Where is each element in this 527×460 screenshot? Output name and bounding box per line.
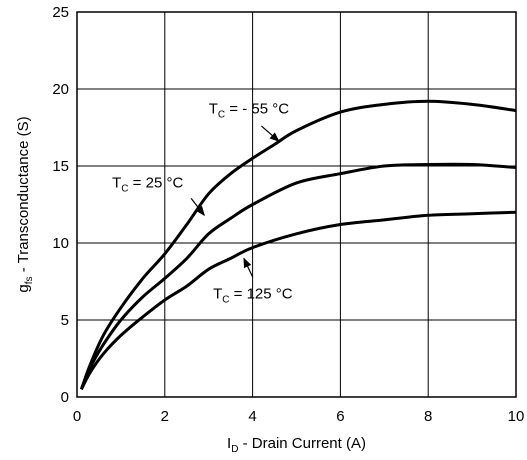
grid bbox=[77, 12, 516, 397]
annotation-text: = 25 °C bbox=[129, 175, 184, 192]
annotations: TC = - 55 °CTC = 25 °CTC = 125 °C bbox=[112, 101, 293, 306]
series-line-1 bbox=[80, 162, 517, 390]
annotation-prefix: T bbox=[112, 175, 121, 192]
x-tick-label: 10 bbox=[508, 408, 525, 425]
annotation-sub: C bbox=[218, 110, 225, 121]
x-tick-label: 8 bbox=[424, 408, 432, 425]
y-tick-label: 10 bbox=[52, 235, 69, 252]
annotation-arrow bbox=[243, 257, 254, 278]
y-tick-label: 20 bbox=[52, 81, 69, 98]
annotation-prefix: T bbox=[213, 285, 222, 302]
y-axis-label: gfs - Transconductance (S) bbox=[15, 116, 35, 292]
plot-frame bbox=[76, 11, 517, 398]
y-tick-label: 5 bbox=[61, 312, 69, 329]
annotation-prefix: T bbox=[209, 101, 218, 118]
x-axis-label-main: I bbox=[227, 435, 231, 452]
series-line-2 bbox=[80, 210, 517, 391]
annotation-arrow bbox=[260, 125, 280, 143]
annotation-label: TC = 25 °C bbox=[112, 175, 183, 195]
annotation-text: = 125 °C bbox=[229, 285, 292, 302]
series-line-0 bbox=[79, 99, 517, 390]
annotation-label: TC = - 55 °C bbox=[209, 101, 290, 121]
y-axis-label-main: g bbox=[15, 284, 32, 292]
x-tick-label: 0 bbox=[73, 408, 81, 425]
x-tick-label: 2 bbox=[161, 408, 169, 425]
curves bbox=[79, 99, 517, 391]
tick-labels: 0 2 4 6 8 10 0 5 10 15 20 25 bbox=[52, 4, 524, 425]
x-tick-label: 4 bbox=[248, 408, 256, 425]
x-tick-label: 6 bbox=[336, 408, 344, 425]
annotation-arrow bbox=[190, 197, 205, 217]
y-axis-label-sub: fs bbox=[24, 276, 35, 284]
annotation-label: TC = 125 °C bbox=[213, 285, 293, 305]
annotation-text: = - 55 °C bbox=[225, 101, 289, 118]
annotation-sub: C bbox=[121, 184, 128, 195]
y-tick-label: 0 bbox=[61, 389, 69, 406]
x-axis-label-rest: - Drain Current (A) bbox=[238, 435, 366, 452]
x-axis-label: ID - Drain Current (A) bbox=[227, 435, 366, 455]
x-axis-label-sub: D bbox=[231, 444, 238, 455]
y-tick-label: 15 bbox=[52, 158, 69, 175]
y-tick-label: 25 bbox=[52, 4, 69, 21]
annotation-sub: C bbox=[222, 294, 229, 305]
y-axis-label-rest: - Transconductance (S) bbox=[15, 116, 32, 276]
